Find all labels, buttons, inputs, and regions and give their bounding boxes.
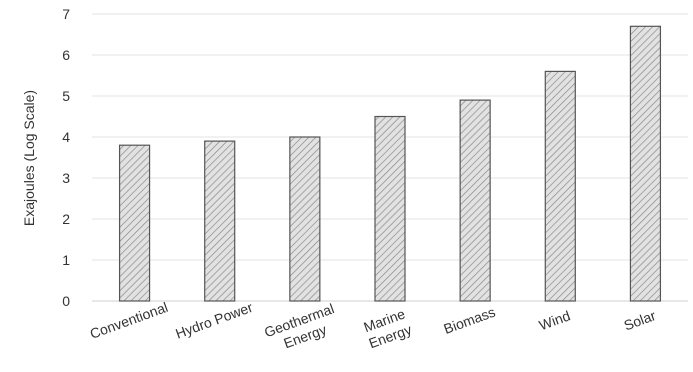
- y-tick-label: 7: [62, 6, 70, 22]
- x-tick-label-line: Solar: [622, 307, 659, 333]
- bar: [204, 140, 236, 302]
- x-tick-label: Wind: [537, 307, 572, 333]
- x-tick-label: Conventional: [88, 299, 170, 342]
- y-tick-label: 6: [62, 47, 70, 63]
- x-tick-label: Solar: [622, 307, 659, 333]
- y-axis-ticks: 0 1 2 3 4 5 6 7: [62, 6, 70, 309]
- x-tick-label: Hydro Power: [173, 299, 255, 342]
- bar: [374, 115, 406, 302]
- x-tick-label-line: Conventional: [88, 299, 170, 342]
- bars: [118, 25, 662, 302]
- y-tick-label: 5: [62, 88, 70, 104]
- y-tick-label: 0: [62, 293, 70, 309]
- bar: [544, 70, 576, 302]
- x-tick-label-line: Biomass: [441, 304, 497, 337]
- y-tick-label: 2: [62, 211, 70, 227]
- bar: [459, 99, 491, 302]
- bar: [289, 136, 321, 302]
- y-tick-label: 3: [62, 170, 70, 186]
- x-tick-label: Biomass: [441, 304, 497, 337]
- y-tick-label: 1: [62, 252, 70, 268]
- x-tick-label-line: Wind: [537, 307, 572, 333]
- bar: [118, 144, 151, 302]
- y-axis-title: Exajoules (Log Scale): [21, 90, 37, 226]
- x-tick-label-line: Hydro Power: [173, 299, 255, 342]
- bar: [629, 25, 662, 302]
- y-tick-label: 4: [62, 129, 70, 145]
